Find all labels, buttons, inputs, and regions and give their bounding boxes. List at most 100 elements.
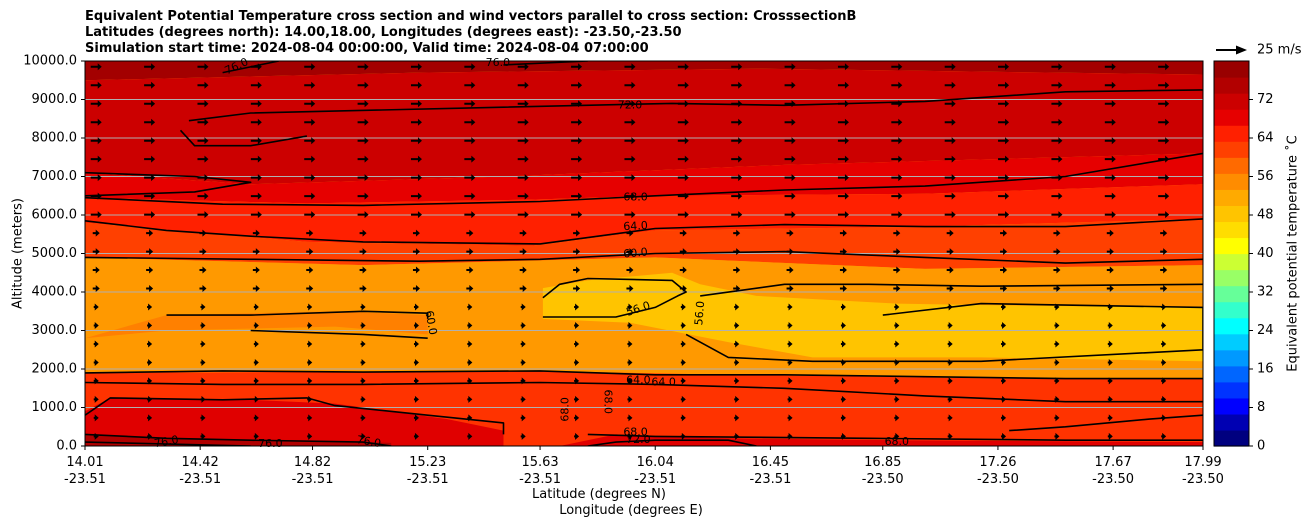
wind-vector-306	[731, 174, 743, 182]
colorbar-segment-1	[1214, 413, 1249, 431]
wind-vector-185	[1000, 285, 1008, 293]
wind-vector-145	[1107, 321, 1113, 329]
x-tick-lon-5: -23.51	[634, 472, 676, 487]
wind-vector-297	[250, 174, 262, 182]
wind-vector-290	[998, 192, 1010, 200]
wind-vector-389	[677, 100, 689, 108]
colorbar-tick-label-4: 32	[1257, 285, 1274, 300]
wind-vector-396	[1051, 100, 1063, 108]
wind-vector-260	[517, 211, 529, 219]
wind-vector-32	[680, 414, 686, 422]
wind-vector-356	[1158, 137, 1170, 145]
x-tick-lat-7: 16.85	[864, 455, 901, 470]
wind-vector-281	[517, 192, 529, 200]
wind-vector-27	[413, 414, 419, 422]
wind-vector-264	[731, 211, 743, 219]
wind-vector-23	[200, 414, 206, 422]
wind-vector-0	[93, 432, 99, 440]
wind-vector-379	[144, 100, 156, 108]
wind-vector-215	[359, 248, 367, 256]
wind-vector-313	[1104, 174, 1116, 182]
wind-vector-346	[624, 137, 636, 145]
wind-vector-109	[307, 340, 313, 348]
wind-vector-325	[624, 155, 636, 163]
wind-vector-384	[410, 100, 422, 108]
colorbar-segment-2	[1214, 397, 1249, 415]
wind-vector-301	[464, 174, 476, 182]
wind-vector-165	[1054, 303, 1060, 311]
contour-60.0-11	[166, 310, 429, 319]
wind-vector-429	[571, 63, 583, 71]
wind-vector-265	[784, 211, 796, 219]
wind-vector-170	[199, 285, 207, 293]
wind-vector-196	[466, 266, 474, 274]
x-tick-lon-9: -23.50	[1092, 472, 1134, 487]
wind-vector-40	[1107, 414, 1113, 422]
wind-vector-154	[467, 303, 473, 311]
wind-vector-238	[466, 229, 474, 237]
wind-vector-345	[571, 137, 583, 145]
wind-vector-308	[837, 174, 849, 182]
contour-label-4: 64.0	[623, 219, 648, 233]
x-tick-lat-1: 14.42	[182, 455, 219, 470]
wind-vector-277	[304, 192, 316, 200]
contour-64.0-6	[85, 218, 1203, 245]
wind-vector-276	[250, 192, 262, 200]
wind-vector-5	[360, 432, 366, 440]
wind-vector-139	[787, 321, 793, 329]
colorbar-tick-label-5: 40	[1257, 246, 1274, 261]
wind-vector-219	[573, 248, 581, 256]
wind-vector-172	[306, 285, 314, 293]
wind-vector-71	[520, 377, 526, 385]
wind-vector-328	[784, 155, 796, 163]
wind-vector-146	[1161, 321, 1167, 329]
wind-vector-392	[837, 100, 849, 108]
wind-vector-299	[357, 174, 369, 182]
wind-vector-314	[1158, 174, 1170, 182]
wind-vector-361	[304, 118, 316, 126]
wind-vector-327	[731, 155, 743, 163]
wind-vector-166	[1107, 303, 1113, 311]
colorbar-segment-16	[1214, 173, 1249, 190]
wind-vector-130	[307, 321, 313, 329]
wind-vector-84	[93, 358, 99, 366]
wind-vector-353	[998, 137, 1010, 145]
wind-vector-284	[677, 192, 689, 200]
x-axis-label-latitude: Latitude (degrees N)	[532, 487, 666, 502]
wind-vector-236	[359, 229, 367, 237]
wind-vector-368	[677, 118, 689, 126]
contour-label-3: 68.0	[623, 191, 648, 204]
colorbar-segment-7	[1214, 317, 1249, 335]
wind-vector-25	[307, 414, 313, 422]
wind-vector-114	[574, 340, 580, 348]
wind-vector-241	[626, 229, 634, 237]
wind-vector-220	[626, 248, 634, 256]
wind-vector-93	[574, 358, 580, 366]
wind-vector-210	[92, 248, 100, 256]
wind-vector-300	[410, 174, 422, 182]
wind-vector-63	[93, 377, 99, 385]
wind-vector-232	[146, 229, 154, 237]
wind-vector-372	[891, 118, 903, 126]
wind-vector-386	[517, 100, 529, 108]
contour-56.0-9	[700, 283, 1203, 297]
wind-vector-100	[947, 358, 953, 366]
wind-vector-22	[147, 414, 153, 422]
wind-vector-252	[90, 211, 102, 219]
wind-vector-175	[466, 285, 474, 293]
wind-vector-117	[734, 340, 740, 348]
y-tick-label-5: 5000.0	[32, 246, 78, 261]
wind-vector-403	[304, 81, 316, 89]
wind-vector-431	[677, 63, 689, 71]
wind-vector-37	[947, 414, 953, 422]
wind-vector-239	[519, 229, 527, 237]
wind-vector-103	[1107, 358, 1113, 366]
wind-vector-26	[360, 414, 366, 422]
wind-vector-434	[837, 63, 849, 71]
wind-vector-57	[894, 395, 900, 403]
y-tick-label-1: 1000.0	[32, 400, 78, 415]
wind-vector-182	[839, 285, 847, 293]
wind-vector-119	[840, 340, 846, 348]
colorbar-segment-4	[1214, 365, 1249, 383]
